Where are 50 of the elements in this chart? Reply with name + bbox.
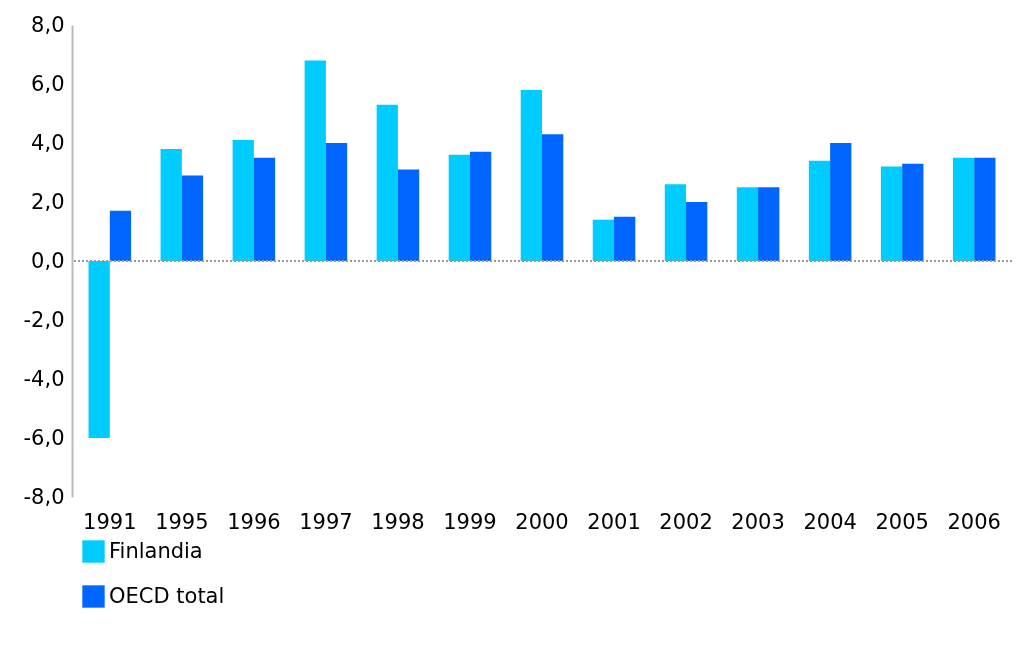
- bar: [736, 187, 759, 261]
- bar: [808, 160, 831, 261]
- bar: [325, 143, 348, 261]
- x-tick-label: 1999: [443, 509, 497, 534]
- bar: [160, 148, 182, 261]
- x-tick-label: 2001: [587, 509, 641, 534]
- x-tick-label: 2000: [515, 509, 569, 534]
- bar: [974, 157, 996, 261]
- y-tick-label: 6,0: [31, 71, 65, 96]
- bar: [592, 219, 615, 261]
- y-tick-label: 0,0: [31, 248, 65, 273]
- bar: [902, 163, 924, 261]
- x-tick-label: 2003: [731, 509, 785, 534]
- bar: [830, 143, 852, 261]
- bar: [520, 89, 542, 261]
- bar: [232, 140, 254, 261]
- bar: [253, 157, 276, 261]
- y-tick-label: 2,0: [31, 189, 65, 214]
- legend-label: OECD total: [109, 583, 225, 608]
- bar: [880, 166, 903, 261]
- bar: [952, 157, 975, 261]
- x-tick-label: 1998: [371, 509, 425, 534]
- bar: [88, 261, 110, 438]
- x-tick-label: 2002: [659, 509, 713, 534]
- bar: [397, 169, 420, 261]
- bar: [614, 216, 636, 261]
- x-tick-label: 2006: [947, 509, 1001, 534]
- y-tick-label: -8,0: [23, 484, 65, 509]
- x-tick-label: 1995: [155, 509, 209, 534]
- bar: [181, 175, 204, 261]
- x-tick-label: 1996: [227, 509, 281, 534]
- y-tick-label: 4,0: [31, 130, 65, 155]
- bar: [542, 134, 564, 261]
- bar: [686, 202, 708, 261]
- bar: [664, 184, 687, 261]
- y-tick-label: -4,0: [23, 366, 65, 391]
- y-tick-label: -2,0: [23, 307, 65, 332]
- legend-label: Finlandia: [109, 538, 203, 563]
- bar: [304, 60, 326, 261]
- x-tick-label: 2004: [803, 509, 857, 534]
- bar: [448, 154, 470, 261]
- x-tick-label: 1997: [299, 509, 353, 534]
- x-tick-label: 2005: [875, 509, 929, 534]
- y-tick-label: 8,0: [31, 12, 65, 37]
- bar: [758, 187, 780, 261]
- bar: [109, 210, 132, 261]
- bar: [469, 151, 492, 261]
- bar: [376, 104, 398, 261]
- x-tick-label: 1991: [83, 509, 137, 534]
- y-tick-label: -6,0: [23, 425, 65, 450]
